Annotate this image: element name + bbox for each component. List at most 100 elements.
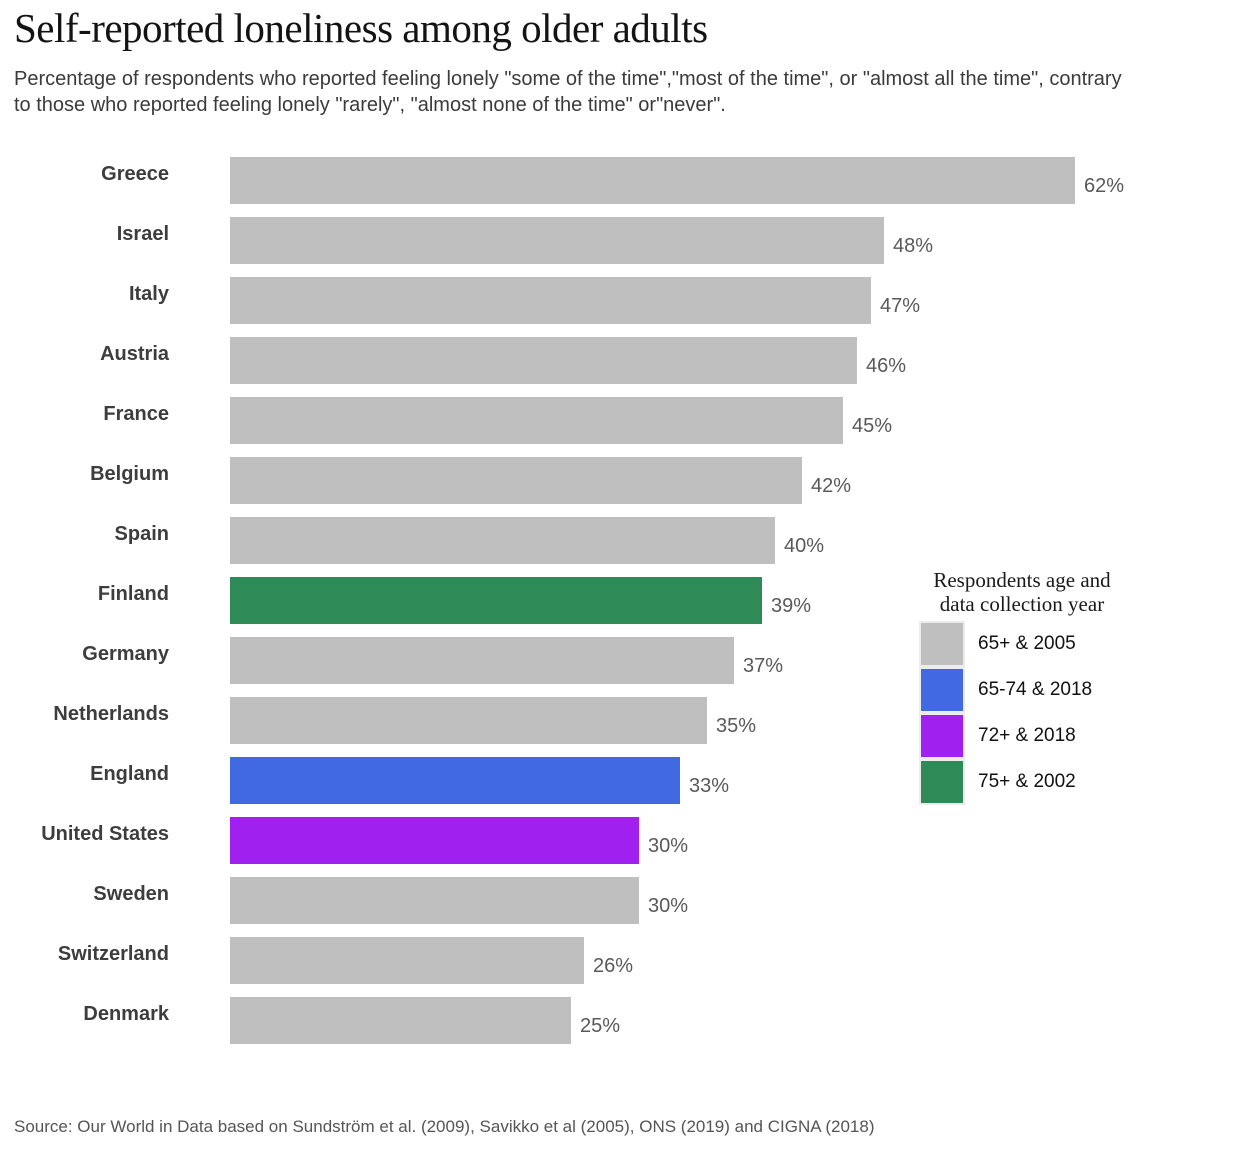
legend-swatch-cell: [919, 713, 965, 759]
bar-track: 62%: [230, 156, 1125, 204]
bar-track: 26%: [230, 936, 634, 984]
bar-row: Switzerland 26%: [0, 930, 1248, 990]
bar-row: Germany 37%: [0, 630, 1248, 690]
bar-track: 45%: [230, 396, 893, 444]
country-label: Greece: [101, 162, 169, 185]
legend-entry: 72+ & 2018: [919, 713, 1166, 759]
bar-track: 33%: [230, 756, 730, 804]
bar-track: 48%: [230, 216, 934, 264]
value-label: 30%: [648, 894, 689, 917]
value-label: 40%: [784, 534, 825, 557]
legend: Respondents age and data collection year…: [906, 568, 1166, 805]
bar-row: Italy 47%: [0, 270, 1248, 330]
bar-row: Denmark 25%: [0, 990, 1248, 1050]
bar: [230, 636, 734, 684]
country-label: Belgium: [90, 462, 169, 485]
legend-entry: 75+ & 2002: [919, 759, 1166, 805]
country-label: Finland: [97, 582, 169, 605]
legend-swatch-icon: [921, 761, 963, 803]
bar: [230, 816, 639, 864]
country-label: Austria: [100, 342, 169, 365]
legend-entry: 65-74 & 2018: [919, 667, 1166, 713]
legend-entries: 65+ & 2005 65-74 & 2018 72+ & 2018 75+ &…: [919, 621, 1166, 805]
legend-swatch-cell: [919, 759, 965, 805]
bar-track: 40%: [230, 516, 825, 564]
bar: [230, 876, 639, 924]
bar-track: 30%: [230, 816, 689, 864]
bar: [230, 276, 871, 324]
legend-entry-label: 65-74 & 2018: [978, 679, 1093, 700]
country-label: England: [90, 762, 169, 785]
country-label: Israel: [116, 222, 169, 245]
bar-track: 25%: [230, 996, 621, 1044]
legend-entry-label: 65+ & 2005: [978, 633, 1076, 654]
bar-track: 42%: [230, 456, 852, 504]
legend-title-line2: data collection year: [939, 592, 1105, 616]
bar: [230, 576, 762, 624]
legend-swatch-icon: [921, 623, 963, 665]
value-label: 37%: [743, 654, 784, 677]
bar-row: Greece 62%: [0, 150, 1248, 210]
legend-swatch-cell: [919, 621, 965, 667]
value-label: 35%: [716, 714, 757, 737]
bar-row: Belgium 42%: [0, 450, 1248, 510]
bar: [230, 216, 884, 264]
country-label: Spain: [114, 522, 169, 545]
legend-title: Respondents age and data collection year: [906, 568, 1138, 616]
bar: [230, 336, 857, 384]
chart-subtitle: Percentage of respondents who reported f…: [14, 68, 1122, 116]
legend-swatch-icon: [921, 715, 963, 757]
legend-entry-label: 72+ & 2018: [978, 725, 1076, 746]
bar-row: Israel 48%: [0, 210, 1248, 270]
bar-track: 46%: [230, 336, 907, 384]
value-label: 33%: [689, 774, 730, 797]
bar-track: 47%: [230, 276, 921, 324]
country-label: United States: [41, 822, 169, 845]
bar: [230, 156, 1075, 204]
bar-chart: Greece 62% Israel 48% Italy 47% Austria …: [0, 150, 1248, 1050]
value-label: 30%: [648, 834, 689, 857]
value-label: 48%: [893, 234, 934, 257]
bar-track: 30%: [230, 876, 689, 924]
value-label: 26%: [593, 954, 634, 977]
value-label: 25%: [580, 1014, 621, 1037]
legend-entry: 65+ & 2005: [919, 621, 1166, 667]
value-label: 39%: [771, 594, 812, 617]
value-label: 42%: [811, 474, 852, 497]
bar-row: Finland 39%: [0, 570, 1248, 630]
chart-title: Self-reported loneliness among older adu…: [14, 5, 708, 51]
bar-row: Netherlands 35%: [0, 690, 1248, 750]
bar: [230, 996, 571, 1044]
legend-swatch-icon: [921, 669, 963, 711]
bar-row: United States 30%: [0, 810, 1248, 870]
value-label: 46%: [866, 354, 907, 377]
bar-row: France 45%: [0, 390, 1248, 450]
value-label: 62%: [1084, 174, 1125, 197]
bar-track: 35%: [230, 696, 757, 744]
legend-entry-label: 75+ & 2002: [978, 771, 1076, 792]
bar: [230, 756, 680, 804]
country-label: Sweden: [93, 882, 169, 905]
country-label: Denmark: [83, 1002, 169, 1025]
source-note: Source: Our World in Data based on Sunds…: [14, 1117, 875, 1136]
country-label: Switzerland: [57, 942, 169, 965]
legend-swatch-cell: [919, 667, 965, 713]
bar-track: 37%: [230, 636, 784, 684]
country-label: Netherlands: [53, 702, 169, 725]
bar: [230, 456, 802, 504]
country-label: Italy: [128, 282, 169, 305]
bar-track: 39%: [230, 576, 812, 624]
bar-row: Austria 46%: [0, 330, 1248, 390]
country-label: Germany: [82, 642, 169, 665]
bar: [230, 936, 584, 984]
bar-row: Sweden 30%: [0, 870, 1248, 930]
bar: [230, 696, 707, 744]
bar-row: Spain 40%: [0, 510, 1248, 570]
bar: [230, 396, 843, 444]
legend-title-line1: Respondents age and: [933, 568, 1111, 592]
value-label: 45%: [852, 414, 893, 437]
bar-row: England 33%: [0, 750, 1248, 810]
country-label: France: [103, 402, 169, 425]
value-label: 47%: [880, 294, 921, 317]
